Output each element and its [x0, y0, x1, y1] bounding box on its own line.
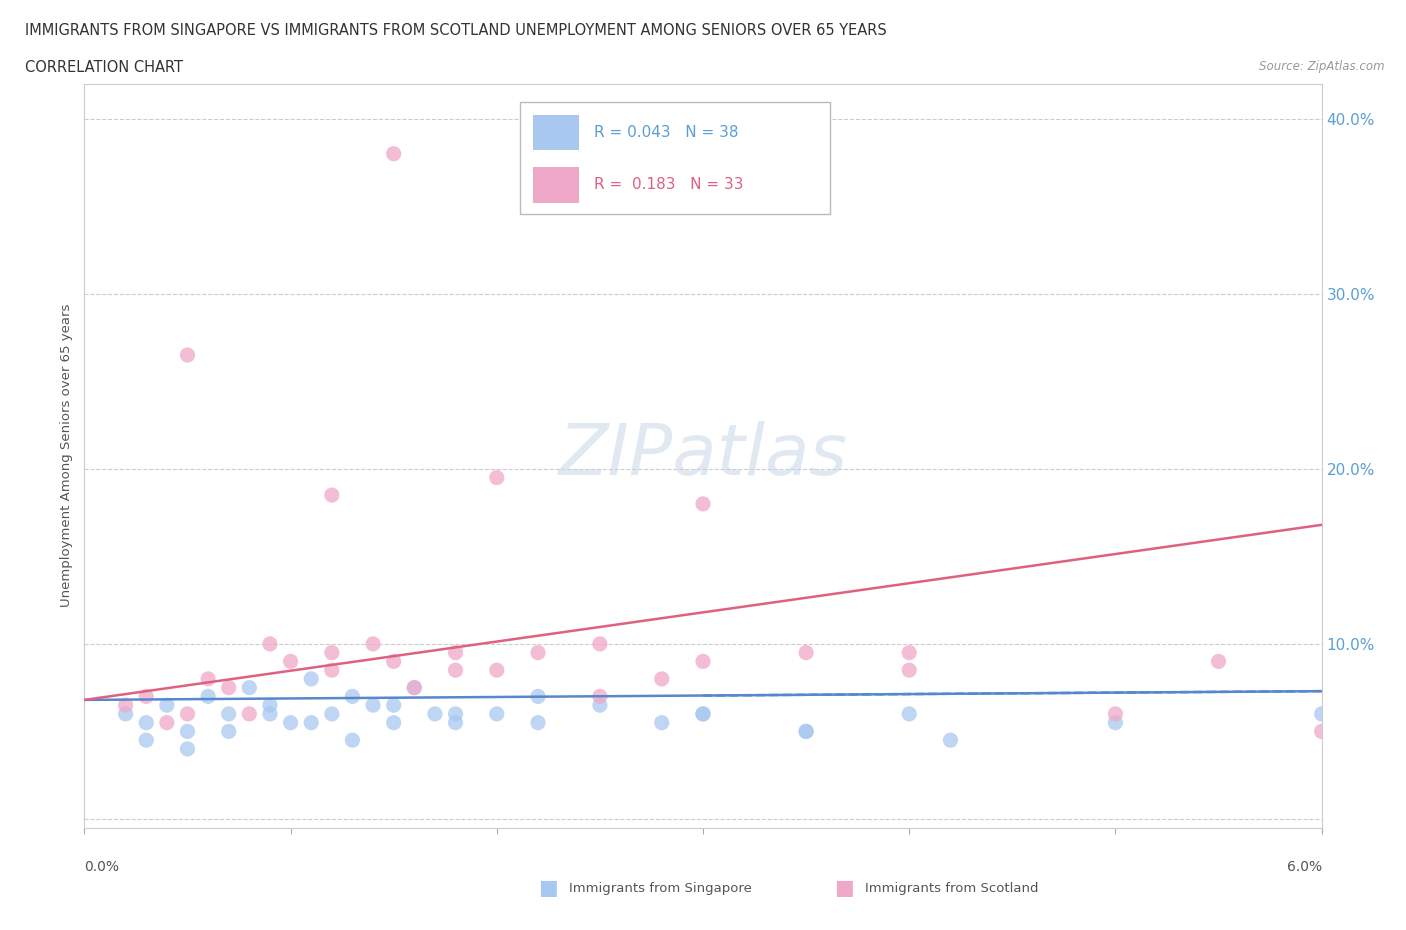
Point	[692, 497, 714, 512]
Point	[135, 689, 157, 704]
Point	[404, 680, 426, 695]
Point	[651, 715, 673, 730]
Point	[527, 645, 550, 660]
Point	[382, 715, 405, 730]
Point	[361, 698, 384, 712]
Point	[527, 689, 550, 704]
Text: IMMIGRANTS FROM SINGAPORE VS IMMIGRANTS FROM SCOTLAND UNEMPLOYMENT AMONG SENIORS: IMMIGRANTS FROM SINGAPORE VS IMMIGRANTS …	[25, 23, 887, 38]
Point	[114, 698, 136, 712]
Point	[218, 724, 240, 738]
FancyBboxPatch shape	[533, 167, 579, 203]
Point	[156, 698, 179, 712]
Point	[361, 636, 384, 651]
Text: 6.0%: 6.0%	[1286, 860, 1322, 874]
Point	[197, 689, 219, 704]
Point	[589, 689, 612, 704]
Point	[794, 724, 817, 738]
Point	[321, 663, 343, 678]
Y-axis label: Unemployment Among Seniors over 65 years: Unemployment Among Seniors over 65 years	[60, 304, 73, 607]
Point	[589, 698, 612, 712]
Point	[692, 707, 714, 722]
Point	[259, 636, 281, 651]
Point	[176, 741, 198, 756]
FancyBboxPatch shape	[520, 102, 830, 214]
Point	[898, 663, 921, 678]
Point	[280, 715, 302, 730]
Point	[794, 645, 817, 660]
Point	[651, 671, 673, 686]
Point	[423, 707, 446, 722]
Point	[794, 724, 817, 738]
Point	[218, 680, 240, 695]
Point	[382, 698, 405, 712]
Point	[299, 671, 322, 686]
Point	[382, 654, 405, 669]
Point	[589, 636, 612, 651]
Text: 0.0%: 0.0%	[84, 860, 120, 874]
Point	[342, 733, 364, 748]
Point	[156, 715, 179, 730]
Point	[1104, 707, 1126, 722]
Point	[135, 733, 157, 748]
Point	[485, 663, 508, 678]
Point	[114, 707, 136, 722]
Text: Immigrants from Scotland: Immigrants from Scotland	[865, 882, 1038, 895]
Point	[176, 707, 198, 722]
Point	[444, 707, 467, 722]
Point	[321, 487, 343, 502]
Text: CORRELATION CHART: CORRELATION CHART	[25, 60, 183, 75]
Point	[404, 680, 426, 695]
Point	[238, 707, 260, 722]
Point	[1310, 724, 1333, 738]
Point	[1310, 707, 1333, 722]
Point	[321, 707, 343, 722]
Point	[527, 715, 550, 730]
Point	[898, 707, 921, 722]
Point	[259, 698, 281, 712]
Point	[382, 146, 405, 161]
Point	[342, 689, 364, 704]
Point	[135, 715, 157, 730]
Point	[444, 663, 467, 678]
Text: R =  0.183   N = 33: R = 0.183 N = 33	[595, 178, 744, 193]
Point	[1208, 654, 1230, 669]
Point	[444, 715, 467, 730]
Point	[1104, 715, 1126, 730]
Text: ZIPatlas: ZIPatlas	[558, 421, 848, 490]
Point	[176, 348, 198, 363]
Point	[485, 471, 508, 485]
Point	[692, 654, 714, 669]
Point	[444, 645, 467, 660]
Point	[238, 680, 260, 695]
Point	[485, 707, 508, 722]
Text: ■: ■	[834, 878, 853, 898]
Point	[259, 707, 281, 722]
Point	[176, 724, 198, 738]
Point	[280, 654, 302, 669]
Point	[218, 707, 240, 722]
FancyBboxPatch shape	[533, 114, 579, 151]
Point	[939, 733, 962, 748]
Text: Immigrants from Singapore: Immigrants from Singapore	[569, 882, 752, 895]
Text: Source: ZipAtlas.com: Source: ZipAtlas.com	[1260, 60, 1385, 73]
Point	[321, 645, 343, 660]
Point	[692, 707, 714, 722]
Point	[197, 671, 219, 686]
Point	[898, 645, 921, 660]
Point	[299, 715, 322, 730]
Text: ■: ■	[538, 878, 558, 898]
Text: R = 0.043   N = 38: R = 0.043 N = 38	[595, 125, 740, 140]
